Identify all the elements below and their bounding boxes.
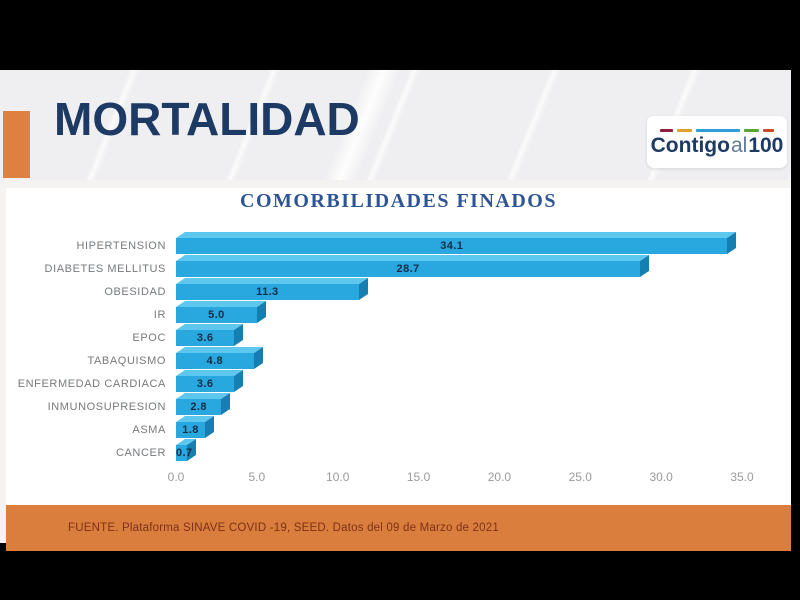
bar-value-label: 34.1 [440,239,464,252]
category-label: TABAQUISMO [87,354,166,367]
x-axis: 0.0 5.0 10.0 15.0 20.0 25.0 30.0 35.0 [168,468,754,486]
bar-row: EPOC 3.6 [6,326,791,349]
bar-value-label: 2.8 [190,400,207,413]
bar: 0.7 [176,444,193,461]
bar-track: 11.3 [176,283,742,300]
logo-text-100: 100 [748,133,784,157]
bar-row: ENFERMEDAD CARDIACA 3.6 [6,372,791,395]
category-label: EPOC [132,331,166,344]
x-tick-label: 5.0 [248,470,266,484]
bar-track: 28.7 [176,260,742,277]
bar-row: HIPERTENSION 34.1 [6,234,791,257]
source-text: FUENTE. Plataforma SINAVE COVID -19, SEE… [68,522,499,534]
logo-dash [696,128,740,132]
bar: 34.1 [176,237,728,254]
bar-value-label: 5.0 [208,308,225,321]
bar-value-label: 0.7 [176,446,193,459]
logo-dash [660,128,673,132]
bar: 2.8 [176,398,222,415]
logo-dash [677,128,692,132]
bar-row: TABAQUISMO 4.8 [6,349,791,372]
bar-row: DIABETES MELLITUS 28.7 [6,257,791,280]
chart-panel: COMORBILIDADES FINADOS HIPERTENSION 34.1 D… [6,188,791,505]
bar-value-label: 4.8 [206,354,224,367]
bar-value-label: 3.6 [196,331,214,344]
x-tick-label: 30.0 [649,470,673,484]
bar: 3.6 [176,375,235,392]
logo-dash [763,128,774,132]
x-tick-label: 0.0 [167,470,185,484]
bar: 11.3 [176,283,359,300]
bar-value-label: 1.8 [182,423,199,436]
category-label: ENFERMEDAD CARDIACA [17,377,166,390]
x-tick-label: 10.0 [326,470,350,484]
header-accent-bar [3,111,30,178]
slide: MORTALIDAD Contigoal100 COMORBILIDADES F… [0,70,791,551]
bar-track: 4.8 [176,352,742,369]
bar-track: 0.7 [176,444,742,461]
bar: 1.8 [176,421,206,438]
bar: 3.6 [176,329,235,346]
bar-value-label: 28.7 [396,262,420,275]
bar-track: 1.8 [176,421,742,438]
bar-track: 3.6 [176,375,742,392]
category-label: OBESIDAD [104,285,166,298]
bar-row: ASMA 1.8 [6,418,791,441]
contigo-al-100-logo: Contigoal100 [647,116,787,168]
category-label: IR [153,308,166,321]
bar-row: IR 5.0 [6,303,791,326]
logo-dash [744,128,759,132]
category-label: ASMA [132,423,166,436]
bar-row: CANCER 0.7 [6,441,791,464]
chart-title: COMORBILIDADES FINADOS [240,190,557,212]
category-label: HIPERTENSION [76,239,166,252]
bar: 4.8 [176,352,254,369]
page-title: MORTALIDAD [54,93,360,145]
source-footer: FUENTE. Plataforma SINAVE COVID -19, SEE… [6,505,791,551]
bar-value-label: 3.6 [196,377,214,390]
category-label: CANCER [115,446,166,459]
bar-value-label: 11.3 [256,285,279,298]
category-label: INMUNOSUPRESION [47,400,166,413]
bar-row: OBESIDAD 11.3 [6,280,791,303]
x-tick-label: 25.0 [568,470,592,484]
x-tick-label: 15.0 [406,470,431,484]
bar-track: 5.0 [176,306,742,323]
category-label: DIABETES MELLITUS [44,262,166,275]
logo-dashes-icon [660,128,774,132]
bar-track: 2.8 [176,398,742,415]
logo-text: Contigoal100 [651,135,784,156]
bar-rows: HIPERTENSION 34.1 DIABETES MELLITUS 28.7 OBE… [6,234,791,464]
logo-text-al: al [730,133,748,157]
bar-track: 34.1 [176,237,742,254]
slide-header: MORTALIDAD Contigoal100 [0,70,791,180]
bar: 28.7 [176,260,641,277]
logo-text-contigo: Contigo [650,133,730,157]
bar-track: 3.6 [176,329,742,346]
x-tick-label: 35.0 [730,470,754,484]
bar-row: INMUNOSUPRESION 2.8 [6,395,791,418]
x-tick-label: 20.0 [487,470,512,484]
bar: 5.0 [176,306,257,323]
